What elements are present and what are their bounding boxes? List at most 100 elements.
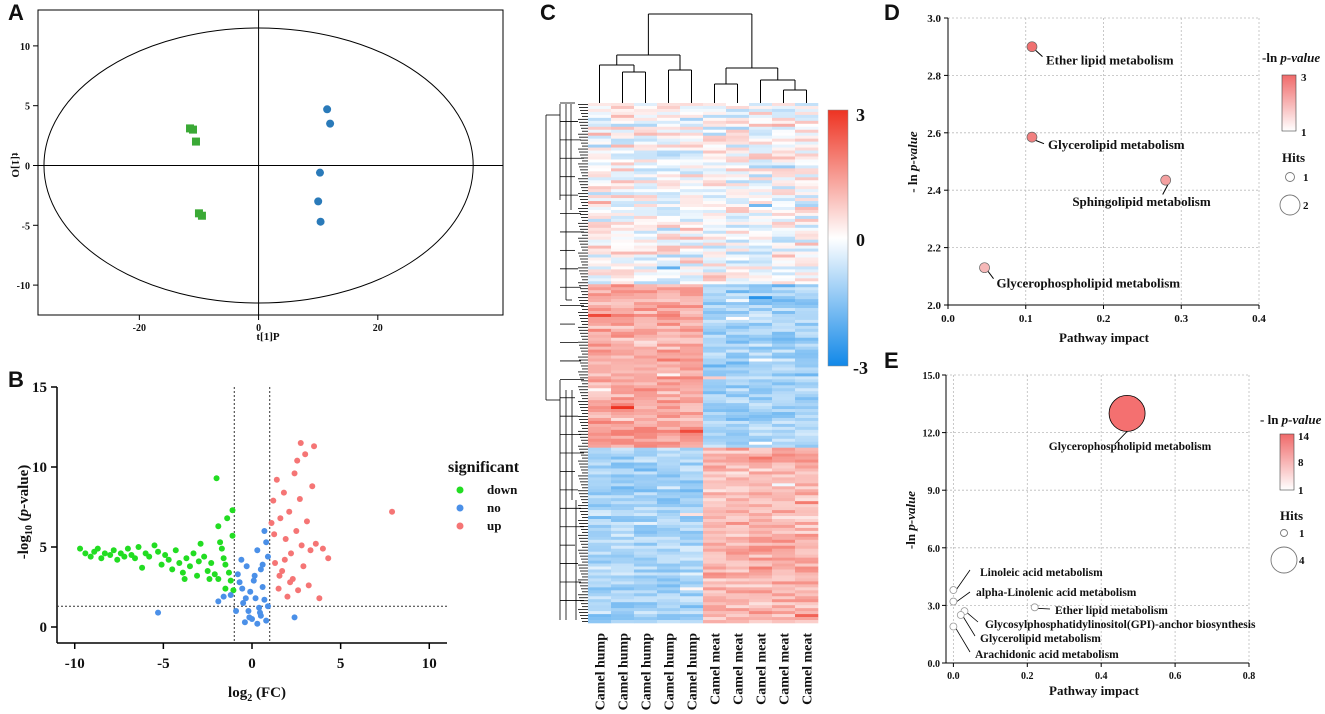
- heatmap-cell: [634, 215, 658, 220]
- heatmap-cell: [611, 489, 635, 493]
- heatmap-cell: [634, 254, 658, 258]
- heatmap-cell: [726, 373, 750, 377]
- heatmap-cell: [611, 391, 635, 395]
- heatmap-cell: [726, 108, 750, 113]
- heatmap-cell: [726, 227, 750, 232]
- heatmap-cell: [772, 254, 796, 258]
- panel-d-xtick-label: 0.0: [941, 313, 955, 325]
- heatmap-cell: [657, 156, 681, 160]
- heatmap-cell: [703, 233, 727, 238]
- heatmap-cell: [680, 489, 704, 493]
- heatmap-cell: [611, 114, 635, 119]
- heatmap-cell: [749, 144, 773, 148]
- heatmap-cell: [726, 198, 750, 202]
- heatmap-cell: [772, 260, 796, 264]
- heatmap-cell: [726, 519, 750, 523]
- heatmap-cell: [588, 444, 612, 448]
- panel-b-point-up: [296, 496, 303, 502]
- heatmap-cell: [772, 379, 796, 383]
- heatmap-cell: [634, 171, 658, 175]
- heatmap-cell: [611, 316, 635, 321]
- panel-b-point-up: [275, 585, 282, 592]
- heatmap-cell: [611, 239, 635, 243]
- heatmap-cell: [795, 409, 819, 413]
- heatmap-cell: [749, 524, 773, 529]
- heatmap-cell: [772, 215, 796, 220]
- heatmap-cell: [657, 150, 681, 154]
- heatmap-cell: [795, 287, 819, 291]
- heatmap-cell: [634, 296, 658, 300]
- heatmap-cell: [703, 382, 727, 386]
- heatmap-cell: [588, 569, 612, 573]
- heatmap-cell: [611, 560, 635, 564]
- heatmap-cell: [657, 450, 681, 454]
- heatmap-cell: [657, 269, 681, 273]
- heatmap-cell: [634, 420, 658, 425]
- heatmap-cell: [634, 560, 658, 564]
- panel-d-ytick-label: 2.4: [927, 185, 941, 197]
- heatmap-cell: [588, 147, 612, 151]
- heatmap-cell: [772, 126, 796, 131]
- panel-b-point-down: [158, 561, 165, 568]
- heatmap-cell: [726, 290, 750, 294]
- heatmap-cell: [795, 468, 819, 472]
- heatmap-cell: [703, 165, 727, 169]
- heatmap-cell: [703, 611, 727, 615]
- heatmap-cell: [795, 447, 819, 451]
- heatmap-cell: [726, 492, 750, 496]
- heatmap-cell: [772, 406, 796, 410]
- heatmap-cell: [588, 400, 612, 404]
- heatmap-column-label: Camel hump: [686, 633, 701, 711]
- heatmap-cell: [680, 542, 704, 547]
- heatmap-cell: [611, 373, 635, 377]
- heatmap-cell: [611, 590, 635, 594]
- panel-e-ytick-label: 9.0: [928, 486, 941, 497]
- heatmap-cell: [795, 563, 819, 567]
- heatmap-cell: [634, 242, 658, 246]
- panel-b-point-up: [281, 556, 288, 563]
- heatmap-cell: [703, 441, 727, 446]
- heatmap-cell: [657, 385, 681, 389]
- heatmap-cell: [611, 536, 635, 541]
- heatmap-cell: [680, 129, 704, 134]
- heatmap-cell: [726, 105, 750, 110]
- heatmap-cell: [772, 340, 796, 344]
- panel-d-point-label: Glycerolipid metabolism: [1048, 137, 1185, 152]
- heatmap-cell: [588, 171, 612, 175]
- heatmap-cell: [726, 207, 750, 211]
- heatmap-cell: [680, 272, 704, 276]
- heatmap-cell: [772, 257, 796, 261]
- heatmap-cell: [657, 560, 681, 564]
- heatmap-cell: [611, 400, 635, 404]
- heatmap-cell: [795, 180, 819, 184]
- heatmap-cell: [634, 293, 658, 297]
- heatmap-cell: [680, 560, 704, 564]
- heatmap-cell: [611, 111, 635, 116]
- heatmap-cell: [772, 141, 796, 145]
- heatmap-cell: [657, 542, 681, 547]
- heatmap-cell: [634, 617, 658, 621]
- heatmap-cell: [611, 548, 635, 552]
- heatmap-cell: [749, 409, 773, 413]
- panel-b-legend-label: no: [487, 500, 501, 515]
- heatmap-cell: [726, 385, 750, 389]
- heatmap-cell: [634, 233, 658, 238]
- heatmap-cell: [703, 400, 727, 404]
- heatmap-cell: [749, 453, 773, 457]
- heatmap-cell: [749, 364, 773, 368]
- heatmap-cell: [795, 343, 819, 347]
- panel-a-ytick-label: 10: [20, 42, 30, 53]
- heatmap-cell: [726, 171, 750, 175]
- panel-b-point-down: [215, 523, 222, 530]
- heatmap-cell: [611, 364, 635, 368]
- heatmap-cell: [772, 566, 796, 570]
- heatmap-cell: [726, 192, 750, 196]
- heatmap-cell: [588, 527, 612, 532]
- heatmap-cell: [749, 352, 773, 356]
- heatmap-cell: [772, 263, 796, 267]
- heatmap-cell: [772, 224, 796, 229]
- heatmap-cell: [611, 138, 635, 142]
- heatmap-cell: [634, 480, 658, 484]
- heatmap-cell: [588, 299, 612, 303]
- heatmap-cell: [611, 218, 635, 223]
